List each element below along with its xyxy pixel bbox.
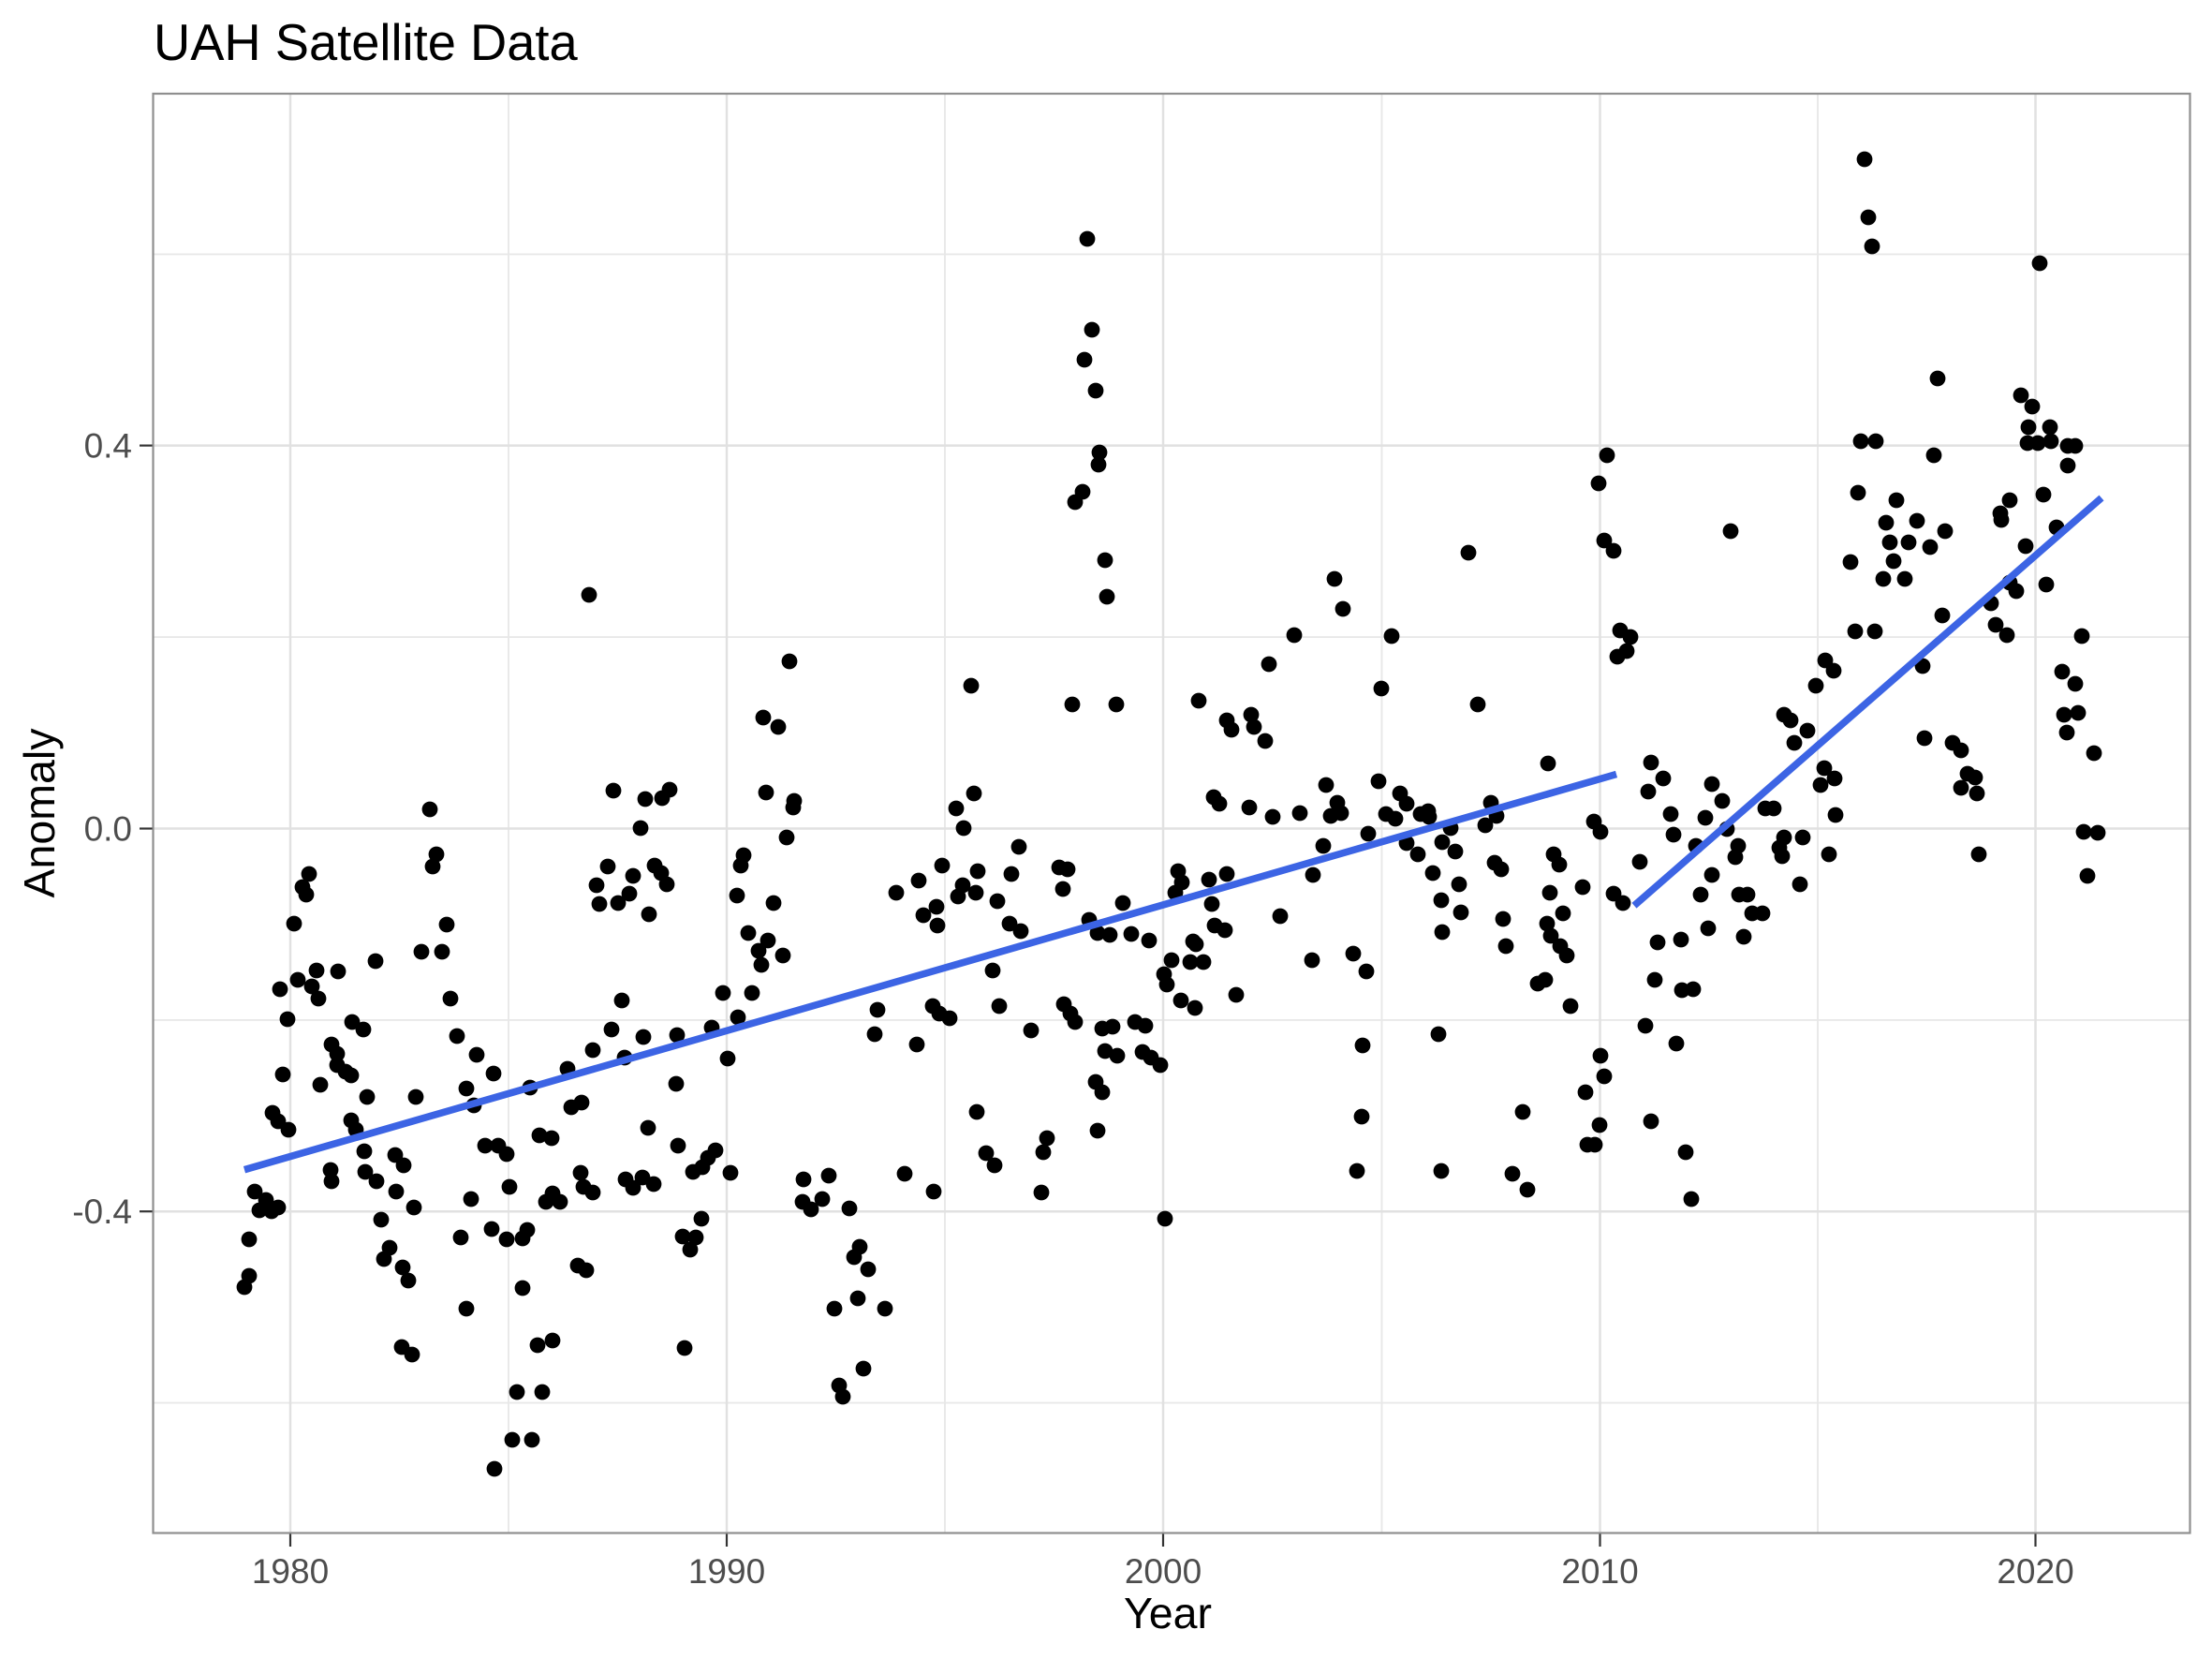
svg-text:2010: 2010 [1561, 1552, 1638, 1591]
svg-text:2000: 2000 [1125, 1552, 1202, 1591]
svg-text:Anomaly: Anomaly [15, 728, 64, 898]
svg-text:Year: Year [1124, 1589, 1212, 1637]
svg-text:0.4: 0.4 [84, 427, 132, 466]
svg-text:-0.4: -0.4 [72, 1192, 132, 1231]
svg-text:1980: 1980 [252, 1552, 329, 1591]
svg-text:UAH Satellite Data: UAH Satellite Data [154, 14, 578, 71]
svg-text:1990: 1990 [688, 1552, 765, 1591]
svg-text:2020: 2020 [1997, 1552, 2073, 1591]
svg-text:0.0: 0.0 [84, 810, 132, 849]
